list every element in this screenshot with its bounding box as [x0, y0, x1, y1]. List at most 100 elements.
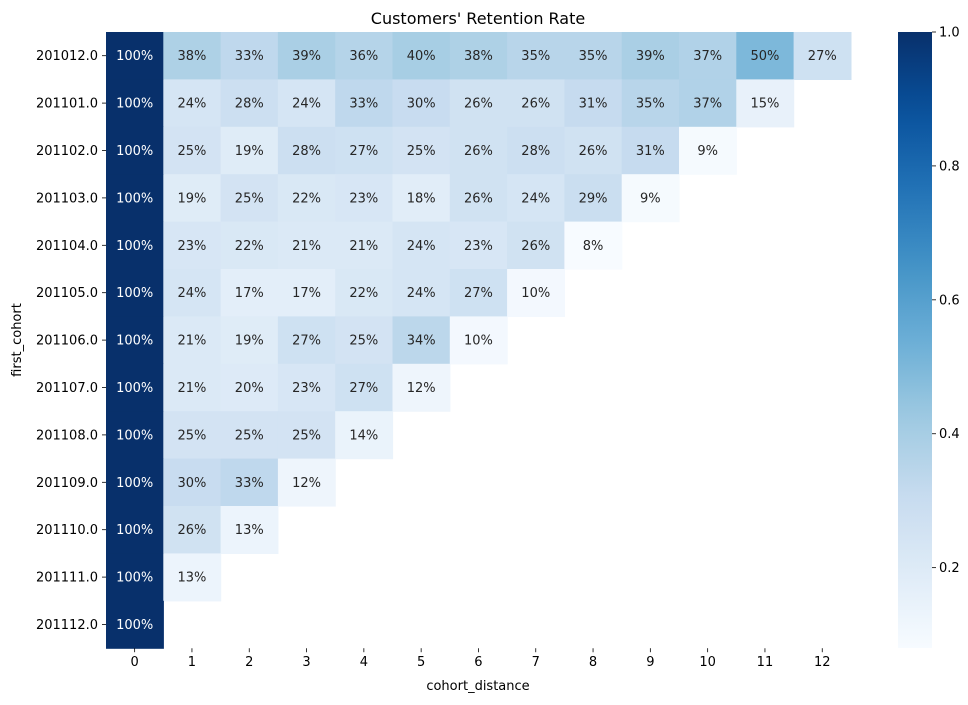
heatmap-cell — [106, 221, 164, 270]
cell-value-label: 23% — [464, 239, 493, 254]
heatmap-cell — [621, 79, 680, 128]
cell-value-label: 100% — [116, 191, 153, 206]
colorbar-gradient — [898, 32, 932, 648]
cell-value-label: 20% — [235, 381, 264, 396]
heatmap-cell — [564, 79, 623, 128]
cell-value-label: 26% — [464, 97, 493, 112]
heatmap-cell — [106, 411, 164, 460]
cell-value-label: 100% — [116, 571, 153, 586]
cell-value-label: 100% — [116, 334, 153, 349]
colorbar-tick-label: 0.4 — [939, 427, 960, 442]
x-tick-label: 5 — [417, 655, 425, 670]
heatmap-cell — [163, 553, 222, 602]
cell-value-label: 8% — [583, 239, 604, 254]
x-axis-label: cohort_distance — [426, 679, 529, 694]
cell-value-label: 22% — [235, 239, 264, 254]
heatmap-cell — [163, 126, 222, 175]
heatmap-cell — [220, 363, 279, 412]
cell-value-label: 35% — [579, 49, 608, 64]
x-tick-label: 10 — [699, 655, 716, 670]
cell-value-label: 10% — [464, 334, 493, 349]
heatmap-cell — [277, 411, 336, 460]
cell-value-label: 23% — [292, 381, 321, 396]
cell-value-label: 26% — [579, 144, 608, 159]
cell-value-label: 24% — [177, 97, 206, 112]
heatmap-cell — [621, 126, 680, 175]
heatmap-cell — [220, 316, 279, 365]
y-axis-label: first_cohort — [10, 303, 25, 377]
heatmap-cell — [106, 553, 164, 602]
heatmap-cell — [277, 269, 336, 317]
cell-value-label: 10% — [521, 286, 550, 301]
heatmap-cell — [163, 79, 222, 128]
heatmap-cell — [106, 506, 164, 554]
cell-value-label: 26% — [521, 97, 550, 112]
heatmap-cell — [507, 126, 565, 175]
heatmap-cell — [392, 79, 451, 128]
heatmap-cell — [736, 79, 795, 128]
cell-value-label: 50% — [750, 49, 779, 64]
cell-value-label: 33% — [349, 97, 378, 112]
x-tick-label: 9 — [646, 655, 654, 670]
cell-value-label: 100% — [116, 286, 153, 301]
cell-value-label: 23% — [177, 239, 206, 254]
cell-value-label: 21% — [177, 381, 206, 396]
cell-value-label: 25% — [177, 144, 206, 159]
cell-value-label: 23% — [349, 191, 378, 206]
heatmap-cell — [679, 79, 737, 128]
cell-value-label: 25% — [177, 428, 206, 443]
cell-value-label: 36% — [349, 49, 378, 64]
cell-value-label: 30% — [407, 97, 436, 112]
heatmap-cell — [220, 506, 279, 554]
heatmap-cell — [220, 221, 279, 270]
cell-value-label: 22% — [292, 191, 321, 206]
heatmap-cell — [449, 32, 508, 80]
x-tick-label: 8 — [589, 655, 597, 670]
cell-value-label: 100% — [116, 381, 153, 396]
cell-value-label: 12% — [407, 381, 436, 396]
cell-value-label: 19% — [235, 334, 264, 349]
heatmap-cell — [449, 79, 508, 128]
heatmap-cell — [392, 174, 451, 223]
heatmap-cell — [564, 174, 623, 223]
y-axis: 201012.0 201101.0 201102.0 201103.0 201104.0… — [36, 49, 106, 633]
heatmap-cell — [507, 79, 565, 128]
heatmap-cell — [220, 411, 279, 460]
cell-value-label: 37% — [693, 49, 722, 64]
x-tick-label: 6 — [474, 655, 482, 670]
colorbar-tick-label: 0.6 — [939, 293, 960, 308]
cell-value-label: 38% — [464, 49, 493, 64]
heatmap-cell — [220, 32, 279, 80]
heatmap-cell — [277, 363, 336, 412]
colorbar-tick-label: 0.2 — [939, 561, 960, 576]
heatmap-cell — [449, 174, 508, 223]
cell-value-label: 9% — [697, 144, 718, 159]
cell-value-label: 39% — [292, 49, 321, 64]
heatmap-cell — [220, 458, 279, 507]
heatmap-cell — [335, 363, 394, 412]
cell-value-label: 17% — [292, 286, 321, 301]
heatmap-cell — [564, 221, 623, 270]
cell-value-label: 100% — [116, 523, 153, 538]
cell-value-label: 25% — [292, 428, 321, 443]
y-tick-label: 201012.0 — [36, 49, 98, 64]
heatmap-cell — [335, 316, 394, 365]
x-tick-label: 4 — [360, 655, 368, 670]
cell-value-label: 24% — [407, 286, 436, 301]
heatmap-cell — [220, 174, 279, 223]
heatmap-cell — [679, 126, 737, 175]
cell-value-label: 27% — [349, 144, 378, 159]
heatmap-cell — [564, 126, 623, 175]
x-tick-label: 0 — [131, 655, 139, 670]
heatmap-cell — [277, 458, 336, 507]
x-tick-label: 12 — [814, 655, 831, 670]
cell-value-label: 38% — [177, 49, 206, 64]
heatmap-cell — [106, 600, 164, 649]
cell-value-label: 100% — [116, 428, 153, 443]
cell-value-label: 24% — [521, 191, 550, 206]
heatmap-cell — [163, 316, 222, 365]
y-tick-label: 201109.0 — [36, 476, 98, 491]
heatmap-cell — [335, 32, 394, 80]
cell-value-label: 13% — [235, 523, 264, 538]
x-tick-label: 11 — [757, 655, 774, 670]
